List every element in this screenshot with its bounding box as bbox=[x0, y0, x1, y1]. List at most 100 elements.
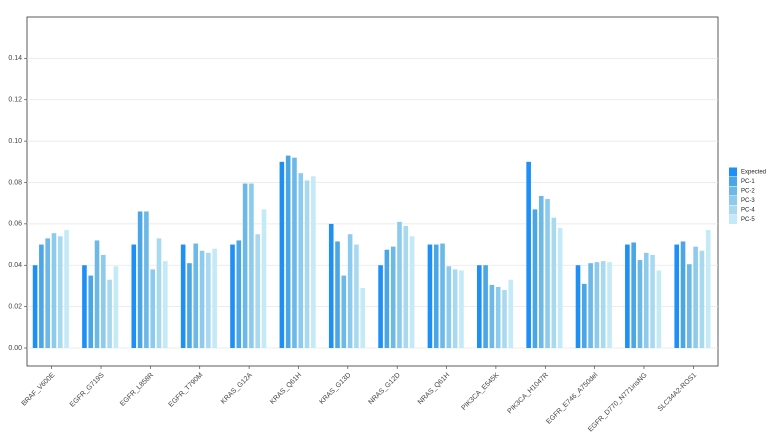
bar bbox=[230, 244, 235, 349]
bar bbox=[495, 286, 501, 349]
bar bbox=[156, 238, 162, 349]
bar bbox=[545, 199, 550, 349]
bar bbox=[699, 250, 705, 349]
y-tick-label: 0.00 bbox=[8, 345, 22, 352]
bar bbox=[242, 183, 248, 349]
bar bbox=[637, 260, 643, 349]
bar bbox=[502, 290, 507, 349]
legend-label: PC-3 bbox=[741, 198, 755, 204]
bar bbox=[180, 244, 186, 349]
bar bbox=[212, 248, 217, 349]
bar bbox=[187, 263, 192, 349]
bar bbox=[150, 269, 155, 349]
bar bbox=[588, 263, 593, 349]
bar bbox=[94, 240, 100, 349]
bar bbox=[255, 234, 261, 349]
bar bbox=[656, 270, 662, 349]
y-tick-label: 0.14 bbox=[8, 55, 22, 62]
bar bbox=[131, 244, 137, 349]
bar bbox=[51, 233, 57, 349]
bar bbox=[390, 246, 396, 349]
bar bbox=[650, 254, 655, 349]
bar bbox=[625, 244, 630, 349]
bar bbox=[607, 262, 612, 349]
x-tick-label: EGFR_T790M bbox=[168, 372, 205, 409]
bar bbox=[335, 241, 340, 349]
y-tick-label: 0.04 bbox=[8, 262, 22, 269]
x-tick-label: KRAS_G12A bbox=[220, 372, 254, 406]
y-tick-label: 0.02 bbox=[8, 303, 22, 310]
bar bbox=[403, 225, 409, 349]
bar bbox=[687, 264, 692, 349]
bar bbox=[347, 234, 353, 349]
bar bbox=[107, 279, 112, 349]
legend-swatch bbox=[729, 196, 737, 205]
bar bbox=[354, 244, 359, 349]
bar bbox=[292, 157, 297, 349]
y-tick-label: 0.06 bbox=[8, 221, 22, 228]
bar bbox=[526, 161, 531, 349]
bar bbox=[249, 183, 254, 349]
bar bbox=[452, 269, 458, 349]
bar bbox=[705, 230, 711, 349]
bar bbox=[631, 242, 636, 349]
bar bbox=[378, 265, 383, 349]
x-tick-label: NRAS_G12D bbox=[368, 372, 402, 406]
bar bbox=[582, 283, 587, 349]
bar bbox=[594, 262, 600, 349]
legend-label: PC-2 bbox=[741, 189, 755, 195]
bar bbox=[508, 279, 514, 349]
legend-swatch bbox=[729, 167, 737, 177]
bar bbox=[279, 161, 285, 349]
x-tick-label: NRAS_Q61H bbox=[417, 372, 451, 406]
x-tick-label: SLC34A2-ROS1 bbox=[657, 372, 698, 413]
bar bbox=[45, 238, 50, 349]
x-tick-label: KRAS_Q61H bbox=[269, 372, 303, 406]
bar bbox=[397, 221, 402, 349]
bar bbox=[674, 244, 680, 349]
bar bbox=[206, 252, 211, 349]
bar bbox=[261, 209, 267, 349]
bar bbox=[446, 266, 452, 349]
legend-swatch bbox=[729, 186, 737, 196]
x-tick-label: KRAS_G13D bbox=[318, 372, 352, 406]
bar bbox=[341, 275, 347, 349]
y-tick-label: 0.10 bbox=[8, 138, 22, 145]
bar bbox=[600, 261, 606, 349]
bar bbox=[483, 265, 488, 349]
bar bbox=[298, 173, 304, 349]
bar bbox=[199, 250, 205, 349]
x-tick-label: EGFR_G719S bbox=[69, 372, 106, 409]
bar bbox=[101, 254, 106, 349]
bar bbox=[360, 288, 366, 349]
bar bbox=[82, 265, 87, 349]
bar bbox=[304, 180, 310, 349]
x-tick-label: PIK3CA_H1047R bbox=[506, 372, 549, 415]
x-tick-label: BRAF_V600E bbox=[21, 372, 57, 408]
bar bbox=[680, 241, 686, 349]
y-tick-label: 0.12 bbox=[8, 97, 22, 104]
bar bbox=[39, 244, 44, 349]
bar bbox=[328, 223, 334, 349]
bar bbox=[311, 176, 316, 349]
bar bbox=[137, 211, 143, 349]
x-tick-label: EGFR_E746_A750del bbox=[545, 371, 599, 425]
y-tick-label: 0.08 bbox=[8, 179, 22, 186]
x-tick-label: PIK3CA_E545K bbox=[460, 372, 500, 412]
legend-label: PC-1 bbox=[741, 179, 755, 185]
bar bbox=[476, 265, 482, 349]
bar bbox=[575, 265, 581, 349]
bar bbox=[440, 243, 445, 349]
bar bbox=[236, 240, 242, 349]
bar bbox=[459, 270, 464, 349]
bar bbox=[384, 249, 390, 349]
bar bbox=[193, 243, 199, 349]
bar bbox=[285, 155, 291, 349]
bar bbox=[409, 236, 415, 349]
legend-label: PC-5 bbox=[741, 217, 755, 223]
bar bbox=[57, 236, 63, 349]
bar bbox=[489, 284, 495, 349]
bar bbox=[643, 252, 649, 349]
bar bbox=[113, 266, 119, 349]
